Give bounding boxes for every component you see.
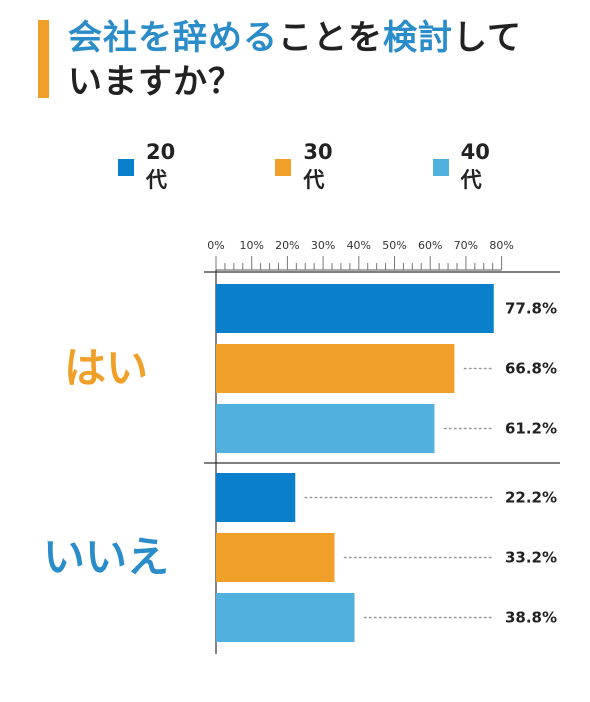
legend-item: 20代 bbox=[118, 140, 193, 194]
legend-item: 40代 bbox=[432, 140, 508, 194]
title-part: ことを bbox=[278, 18, 383, 58]
bar bbox=[216, 533, 335, 582]
bar bbox=[216, 284, 494, 333]
title-part: 検討 bbox=[383, 18, 453, 58]
title-part: して bbox=[453, 18, 522, 58]
x-axis: 0% 10% 20% 30% 40% 50% 60% 70% 80% bbox=[204, 239, 560, 654]
category-label: いいえ bbox=[43, 533, 169, 582]
bar bbox=[216, 593, 355, 642]
x-tick-label: 80% bbox=[489, 239, 513, 252]
legend-label: 30代 bbox=[303, 140, 333, 192]
x-tick-label: 40% bbox=[347, 239, 371, 252]
legend-swatch bbox=[432, 158, 449, 176]
value-label: 66.8% bbox=[505, 360, 557, 378]
value-label: 22.2% bbox=[505, 489, 557, 507]
x-tick-label: 20% bbox=[275, 239, 299, 252]
x-tick-label: 70% bbox=[454, 239, 478, 252]
legend-swatch bbox=[118, 158, 135, 176]
bar bbox=[216, 344, 455, 393]
bar bbox=[216, 404, 435, 453]
value-labels: 77.8% 66.8% 61.2% 22.2% 33.2% 38.8% bbox=[304, 300, 557, 627]
legend: 20代 30代 40代 bbox=[118, 140, 590, 192]
title-part: いますか？ bbox=[68, 62, 243, 102]
x-tick-label: 10% bbox=[239, 239, 263, 252]
bars bbox=[216, 284, 494, 642]
value-label: 77.8% bbox=[505, 300, 557, 318]
x-tick-label: 50% bbox=[382, 239, 406, 252]
legend-item: 30代 bbox=[275, 140, 350, 194]
category-label: はい bbox=[64, 344, 148, 393]
title-part: 会社を辞める bbox=[68, 18, 278, 58]
title-accent-bar bbox=[38, 20, 49, 98]
x-tick-label: 30% bbox=[311, 239, 335, 252]
value-label: 33.2% bbox=[505, 549, 557, 567]
bar bbox=[216, 473, 296, 522]
legend-label: 20代 bbox=[146, 140, 176, 192]
value-label: 61.2% bbox=[505, 420, 557, 438]
legend-swatch bbox=[275, 158, 292, 176]
legend-label: 40代 bbox=[460, 140, 490, 192]
x-tick-label: 0% bbox=[207, 239, 224, 252]
x-tick-label: 60% bbox=[418, 239, 442, 252]
chart-title: 会社を辞めることを検討していますか？ bbox=[68, 16, 568, 104]
value-label: 38.8% bbox=[505, 609, 557, 627]
